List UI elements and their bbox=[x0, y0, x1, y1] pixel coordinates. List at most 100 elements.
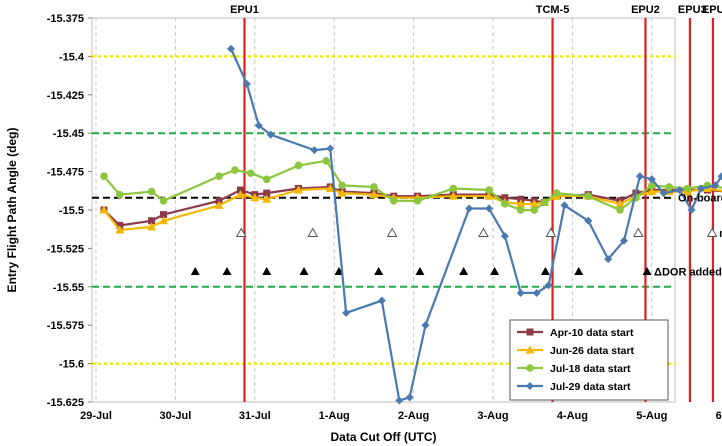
x-tick-label: 2-Aug bbox=[398, 410, 429, 422]
series-2-point bbox=[530, 206, 539, 214]
series-2-point bbox=[116, 190, 124, 199]
legend-label-1: Jun-26 data start bbox=[550, 345, 635, 357]
series-3-point bbox=[532, 288, 541, 297]
x-tick-label: 29-Jul bbox=[80, 410, 112, 422]
series-1-point bbox=[484, 191, 494, 200]
ddor-added-marker bbox=[299, 266, 309, 275]
event-lines-layer bbox=[243, 18, 715, 402]
y-tick-label: -15.625 bbox=[47, 397, 84, 409]
series-0-point bbox=[215, 197, 223, 205]
series-0-point bbox=[517, 195, 525, 203]
series-3 bbox=[226, 44, 722, 405]
legend-marker-2 bbox=[526, 364, 534, 372]
series-2-point bbox=[540, 198, 549, 207]
series-0-point bbox=[501, 194, 509, 202]
annotation-markers-layer bbox=[190, 227, 718, 275]
series-1-point bbox=[529, 199, 539, 208]
text-layer: On-board EPU1 TCM-5 EPU2 EPU3EPU4 media updat… bbox=[5, 4, 722, 444]
event-label-epu2: EPU2 bbox=[631, 4, 660, 16]
series-3-point bbox=[395, 396, 404, 405]
series-3-point bbox=[584, 216, 593, 225]
series-3-point bbox=[500, 232, 509, 241]
y-axis-title: Entry Flight Path Angle (deg) bbox=[5, 128, 19, 293]
series-3-point bbox=[405, 393, 414, 402]
x-axis-title: Data Cut Off (UTC) bbox=[331, 430, 437, 444]
media-updated-marker bbox=[632, 227, 644, 238]
series-3-point bbox=[635, 172, 644, 181]
axis-layer bbox=[88, 17, 92, 403]
reference-lines-layer bbox=[92, 55, 675, 365]
legend-label-3: Jul-29 data start bbox=[550, 381, 631, 393]
legend: Apr-10 data start Jun-26 data start Jul-18… bbox=[509, 319, 669, 401]
x-tick-label: 1-Aug bbox=[319, 410, 350, 422]
series-2-point bbox=[215, 172, 223, 181]
series-2-point bbox=[584, 192, 593, 200]
series-0-point bbox=[148, 217, 156, 225]
series-3-point bbox=[659, 189, 668, 198]
ddor-added-marker bbox=[540, 266, 550, 275]
series-3-point bbox=[485, 204, 494, 213]
series-3-point bbox=[717, 172, 722, 181]
series-3-point bbox=[711, 181, 720, 190]
series-3-point bbox=[647, 175, 656, 184]
series-3-point bbox=[226, 44, 235, 53]
series-2-point bbox=[389, 196, 398, 205]
y-tick-label: -15.4 bbox=[59, 51, 85, 63]
series-2-point bbox=[552, 189, 561, 197]
x-tick-label: 31-Jul bbox=[239, 410, 271, 422]
event-label-epu4: EPU4 bbox=[702, 4, 722, 16]
series-0-point bbox=[159, 211, 167, 219]
media-updated-marker bbox=[386, 227, 398, 238]
y-tick-label: -15.6 bbox=[59, 359, 84, 371]
x-tick-label: 5-Aug bbox=[636, 410, 667, 422]
series-3-point bbox=[326, 144, 335, 153]
series-2-point bbox=[516, 206, 525, 214]
ddor-added-marker bbox=[642, 266, 652, 275]
series-layer bbox=[99, 44, 722, 405]
series-3-point bbox=[421, 321, 430, 330]
series-1-point bbox=[147, 222, 157, 231]
series-2-point bbox=[262, 175, 271, 184]
legend-label-0: Apr-10 data start bbox=[550, 327, 634, 339]
series-2-point bbox=[231, 166, 239, 174]
ddor-added-marker bbox=[222, 266, 232, 275]
y-tick-label: -15.575 bbox=[47, 320, 84, 332]
series-3-point bbox=[377, 296, 386, 305]
series-2-point bbox=[322, 157, 331, 165]
series-2-point bbox=[370, 183, 378, 191]
ddor-added-marker bbox=[490, 266, 500, 275]
x-tick-label: 4-Aug bbox=[557, 410, 588, 422]
series-1-point bbox=[337, 188, 347, 197]
series-2-point bbox=[485, 186, 493, 194]
series-3-point bbox=[342, 308, 351, 317]
series-3-point bbox=[675, 186, 684, 195]
ddor-added-label: ΔDOR added bbox=[654, 266, 722, 278]
series-2-point bbox=[338, 181, 346, 190]
series-1-point bbox=[293, 185, 303, 194]
ddor-added-marker bbox=[459, 266, 469, 275]
series-1-point bbox=[262, 194, 272, 203]
media-updated-marker bbox=[478, 227, 489, 238]
series-1-point bbox=[647, 187, 657, 196]
series-2-point bbox=[413, 196, 422, 205]
series-2-point bbox=[247, 169, 255, 177]
media-updated-marker bbox=[706, 227, 718, 238]
y-tick-label: -15.525 bbox=[47, 243, 84, 255]
series-2-point bbox=[449, 184, 458, 193]
x-tick-label: 3-Aug bbox=[477, 410, 508, 422]
series-1-point bbox=[516, 199, 526, 208]
series-3-point bbox=[620, 236, 629, 245]
y-tick-label: -15.45 bbox=[53, 128, 84, 140]
series-3-point bbox=[310, 146, 319, 155]
media-updated-marker bbox=[545, 227, 557, 238]
series-3-point bbox=[266, 130, 275, 139]
series-1-point bbox=[214, 200, 224, 209]
onboard-label: On-board bbox=[678, 193, 722, 205]
series-3-point bbox=[544, 281, 553, 290]
series-3-point bbox=[560, 201, 569, 210]
series-2-point bbox=[616, 206, 624, 214]
series-2-point bbox=[147, 187, 156, 196]
y-tick-label: -15.425 bbox=[47, 90, 84, 102]
